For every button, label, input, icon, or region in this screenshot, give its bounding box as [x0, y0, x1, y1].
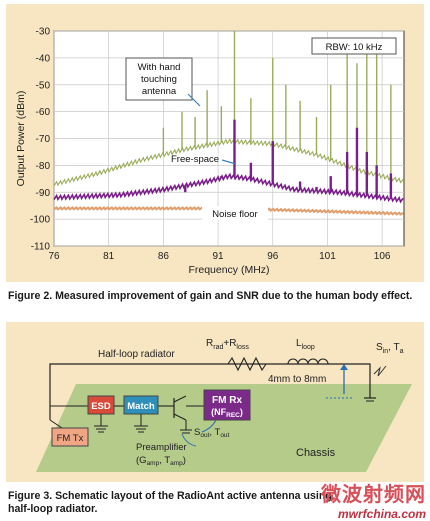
figure3-panel: Chassis Half-loop radiator Rrad+Rloss Ll… — [6, 322, 424, 482]
sin-ta-label: Sin, Ta — [376, 342, 404, 355]
esd-label: ESD — [91, 401, 111, 412]
y-tick-label: -70 — [36, 134, 51, 145]
series-free-space — [53, 172, 404, 204]
preamp-pointer — [181, 433, 197, 447]
figure2-caption: Figure 2. Measured improvement of gain a… — [8, 290, 413, 302]
y-tick-label: -90 — [36, 188, 51, 199]
rbw-box: RBW: 10 kHz — [311, 37, 397, 55]
x-tick-label: 76 — [48, 251, 60, 262]
signal-arrow — [373, 365, 387, 377]
half-loop-label: Half-loop radiator — [98, 349, 175, 360]
x-tick-label: 81 — [103, 251, 115, 262]
r-label: Rrad+Rloss — [206, 338, 249, 351]
x-tick-label: 96 — [267, 251, 279, 262]
fm-tx-block — [51, 427, 89, 447]
hand-label-3: antenna — [142, 86, 177, 97]
fm-tx-label: FM Tx — [57, 433, 84, 444]
match-label: Match — [127, 401, 155, 412]
hand-annotation: With hand touching antenna — [125, 57, 201, 107]
nf-rec-label: (NFREC) — [211, 407, 243, 419]
hand-arrow — [187, 93, 201, 107]
hand-label-2: touching — [141, 74, 177, 85]
x-tick-label: 91 — [213, 251, 225, 262]
y-tick-label: -100 — [30, 215, 50, 226]
y-tick-label: -80 — [36, 161, 51, 172]
x-tick-label: 106 — [374, 251, 391, 262]
preamp-params: (Gamp, Tamp) — [136, 455, 186, 467]
fm-rx-label: FM Rx — [212, 395, 242, 406]
y-tick-label: -50 — [36, 80, 51, 91]
series-hand — [53, 138, 404, 187]
y-tick-label: -30 — [36, 27, 51, 38]
figure3-caption-line1: Figure 3. Schematic layout of the RadioA… — [8, 490, 332, 502]
noise-floor-label: Noise floor — [212, 209, 257, 220]
inductor-symbol — [287, 358, 329, 365]
hand-label-1: With hand — [138, 62, 181, 73]
watermark: 微波射频网 mwrfchina.com — [321, 478, 426, 521]
figure3-caption: Figure 3. Schematic layout of the RadioA… — [8, 490, 422, 516]
sout-pointer — [201, 419, 217, 433]
x-tick-label: 86 — [158, 251, 170, 262]
half-loop-wire — [49, 363, 371, 420]
watermark-text: 微波射频网 — [321, 484, 426, 506]
noise-annotation: Noise floor — [202, 206, 268, 220]
fm-rx-block — [203, 389, 251, 421]
y-tick-label: -60 — [36, 107, 51, 118]
y-tick-label: -110 — [31, 242, 51, 253]
resistor-symbol — [227, 356, 267, 372]
y-axis-label: Output Power (dBm) — [15, 91, 27, 187]
chassis-label: Chassis — [296, 447, 336, 459]
l-label: Lloop — [296, 338, 315, 351]
sout-tout-label: Sout, Tout — [194, 427, 230, 439]
free-arrow — [221, 159, 237, 165]
figure3-caption-line2: half-loop radiator. — [8, 503, 98, 515]
x-tick-label: 101 — [319, 251, 336, 262]
free-space-label: Free-space — [171, 154, 219, 165]
figure2-panel: -30 -40 -50 -60 -70 -80 -90 -100 -110 76 81 86 91 96 1… — [6, 4, 424, 282]
x-axis-label: Frequency (MHz) — [188, 264, 269, 276]
schematic-diagram: Chassis Half-loop radiator Rrad+Rloss Ll… — [36, 338, 412, 472]
rbw-label: RBW: 10 kHz — [326, 42, 383, 53]
gap-label: 4mm to 8mm — [268, 374, 326, 385]
free-annotation: Free-space — [171, 154, 237, 165]
preamp-label: Preamplifier — [136, 442, 187, 453]
y-tick-label: -40 — [36, 53, 51, 64]
watermark-url: mwrfchina.com — [337, 507, 426, 521]
